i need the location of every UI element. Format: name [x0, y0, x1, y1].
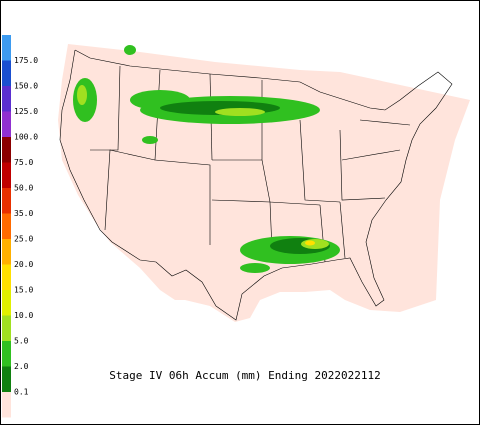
colorbar-label: 125.0: [14, 107, 38, 116]
colorbar-label: 15.0: [14, 286, 33, 295]
colorbar-swatch: [2, 264, 11, 290]
colorbar-swatch: [2, 86, 11, 112]
colorbar-label: 5.0: [14, 337, 29, 346]
colorbar-label: 2.0: [14, 362, 29, 371]
colorbar-label: 10.0: [14, 311, 33, 320]
colorbar-swatch: [2, 188, 11, 214]
colorbar-label: 175.0: [14, 56, 38, 65]
colorbar-swatch: [2, 315, 11, 341]
colorbar-swatch: [2, 213, 11, 239]
map-title: Stage IV 06h Accum (mm) Ending 202202211…: [109, 369, 381, 382]
colorbar-label: 75.0: [14, 158, 33, 167]
colorbar-label: 25.0: [14, 235, 33, 244]
colorbar-swatch: [2, 366, 11, 392]
precip-areas: [73, 45, 340, 273]
colorbar-swatch: [2, 60, 11, 86]
colorbar-swatch: [2, 162, 11, 188]
colorbar-swatch: [2, 137, 11, 163]
colorbar-label: 0.1: [14, 388, 29, 397]
us-border: [59, 49, 453, 321]
colorbar-swatch: [2, 392, 11, 418]
colorbar-swatch: [2, 341, 11, 367]
colorbar-swatch: [2, 239, 11, 265]
colorbar-label: 150.0: [14, 82, 38, 91]
colorbar-swatch: [2, 111, 11, 137]
colorbar-swatch: [2, 290, 11, 316]
colorbar-swatch: [2, 35, 11, 61]
colorbar-label: 20.0: [14, 260, 33, 269]
colorbar: 175.0 150.0 125.0 100.0 75.0 50.0 35.0 25.0 20.0…: [2, 35, 38, 418]
colorbar-label: 35.0: [14, 209, 33, 218]
colorbar-label: 50.0: [14, 184, 33, 193]
colorbar-label: 100.0: [14, 133, 38, 142]
